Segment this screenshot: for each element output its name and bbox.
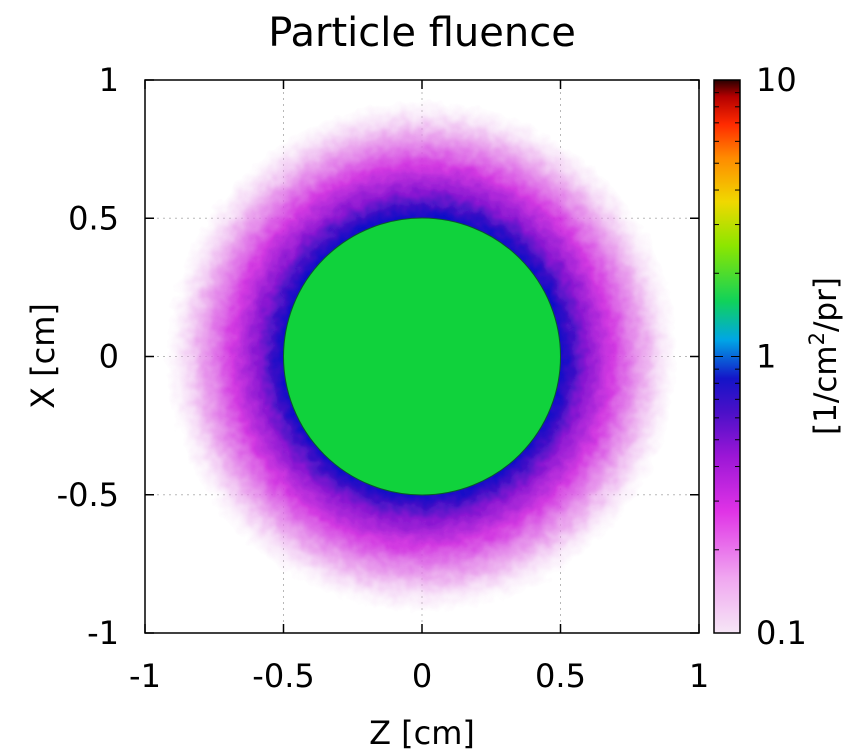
x-tick-labels: -1 -0.5 0 0.5 1	[129, 657, 709, 695]
colorbar-ticks	[714, 92, 740, 634]
y-tick-label: 0	[99, 338, 119, 376]
y-tick-labels: -1 -0.5 0 0.5 1	[57, 61, 119, 652]
y-tick-label: -1	[87, 614, 119, 652]
x-tick-label: -0.5	[252, 657, 314, 695]
colorbar-tick-labels: 0.1 1 10	[756, 61, 807, 652]
fluence-core	[283, 217, 561, 496]
colorbar-tick-label: 1	[756, 338, 776, 376]
x-tick-label: 0.5	[535, 657, 586, 695]
y-axis-label: X [cm]	[24, 303, 62, 409]
x-tick-label: -1	[129, 657, 161, 695]
y-tick-label: 0.5	[68, 199, 119, 237]
chart-title: Particle fluence	[268, 10, 576, 56]
colorbar-label-sup: 2	[805, 332, 829, 345]
colorbar-tick-label: 0.1	[756, 614, 807, 652]
colorbar-tick-label: 10	[756, 61, 797, 99]
x-axis-label: Z [cm]	[369, 714, 475, 751]
x-tick-label: 1	[689, 657, 709, 695]
y-tick-label: 1	[99, 61, 119, 99]
tick-marks	[144, 79, 700, 634]
colorbar-label: [1/cm2/pr]	[805, 277, 844, 435]
y-tick-label: -0.5	[57, 476, 119, 514]
colorbar-label-tail: /pr]	[808, 277, 844, 332]
colorbar-label-base: [1/cm	[808, 345, 844, 435]
x-tick-label: 0	[412, 657, 432, 695]
